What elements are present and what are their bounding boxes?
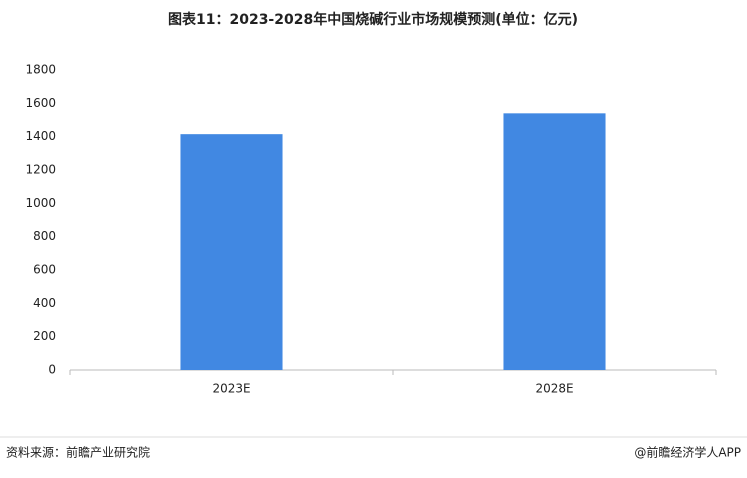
x-tick-label: 2028E	[535, 382, 573, 396]
y-tick-label: 0	[48, 363, 56, 377]
y-tick-label: 600	[33, 263, 56, 277]
chart-title: 图表11：2023-2028年中国烧碱行业市场规模预测(单位：亿元)	[168, 11, 578, 28]
y-tick-label: 1000	[25, 196, 56, 210]
source: 资料来源：前瞻产业研究院	[6, 445, 150, 460]
credit: @前瞻经济学人APP	[634, 445, 741, 460]
y-tick-label: 400	[33, 296, 56, 310]
y-tick-label: 1400	[25, 129, 56, 143]
y-tick-label: 1800	[25, 63, 56, 77]
x-tick-label: 2023E	[212, 382, 250, 396]
bar	[180, 134, 283, 370]
y-tick-label: 800	[33, 229, 56, 243]
bar	[503, 113, 606, 370]
y-tick-label: 1200	[25, 163, 56, 177]
y-tick-label: 1600	[25, 96, 56, 110]
y-tick-label: 200	[33, 329, 56, 343]
